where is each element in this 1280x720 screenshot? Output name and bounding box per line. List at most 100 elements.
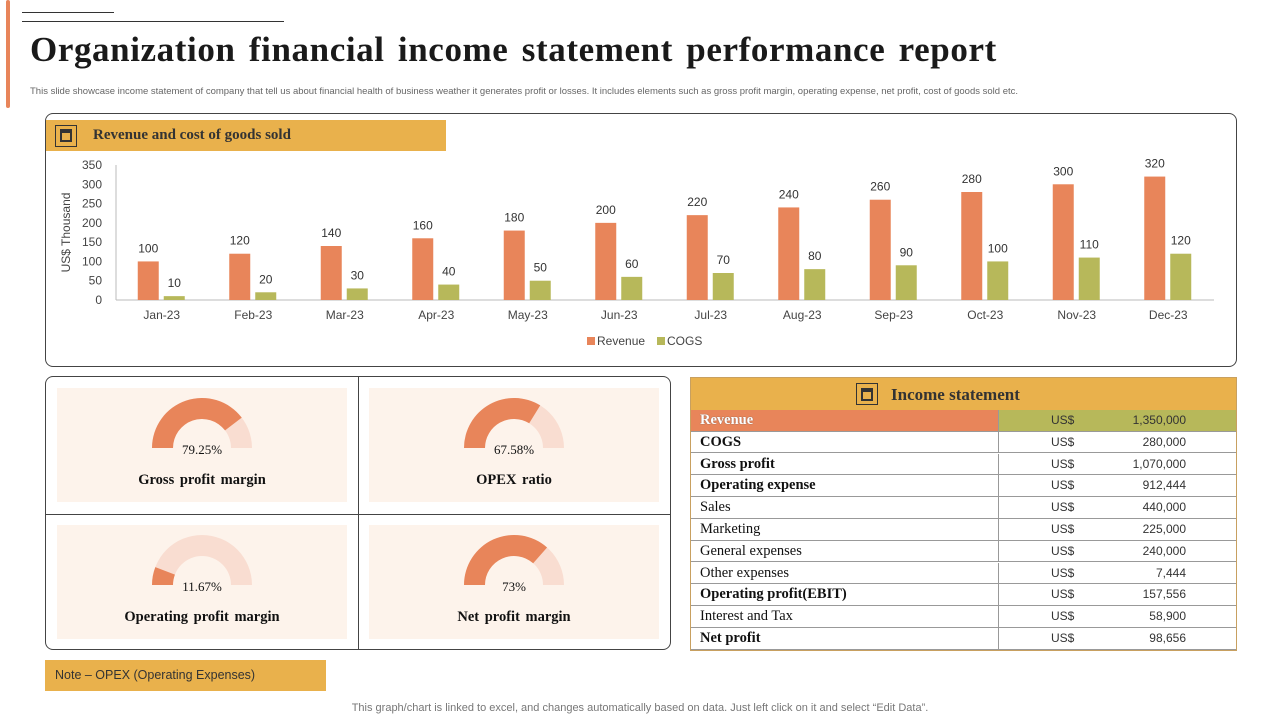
data-label: 200	[596, 203, 616, 217]
kpi-value: 79.25%	[181, 442, 223, 457]
kpi-value: 67.58%	[493, 442, 535, 457]
row-currency: US$	[1051, 478, 1075, 493]
kpi-card-gross-profit-margin: 79.25% Gross profit margin	[57, 388, 347, 502]
data-label: 120	[1171, 234, 1191, 248]
y-tick-label: 50	[89, 274, 103, 288]
row-value: 225,000	[1142, 522, 1186, 536]
data-label: 70	[717, 253, 731, 267]
report-icon	[55, 124, 77, 147]
bar-cogs	[895, 265, 917, 300]
data-label: 160	[413, 218, 433, 232]
kpi-label: OPEX ratio	[476, 472, 552, 488]
chart-header: Revenue and cost of goods sold	[46, 120, 446, 151]
table-row: COGS US$ 280,000	[691, 431, 1236, 454]
chart-header-title: Revenue and cost of goods sold	[93, 127, 291, 143]
row-currency: US$	[1051, 543, 1075, 558]
x-tick-label: Mar-23	[326, 308, 364, 322]
row-label: Marketing	[691, 519, 999, 540]
data-label: 110	[1080, 238, 1099, 252]
gauge-fill	[152, 567, 175, 585]
table-row: Other expenses US$ 7,444	[691, 562, 1236, 585]
note-box: Note – OPEX (Operating Expenses)	[45, 660, 326, 691]
row-value: 280,000	[1142, 434, 1186, 449]
accent-bar	[6, 0, 10, 108]
data-label: 180	[504, 211, 524, 225]
y-tick-label: 200	[82, 216, 102, 230]
row-currency: US$	[1051, 609, 1075, 624]
bar-revenue	[686, 215, 708, 300]
data-label: 40	[442, 265, 456, 279]
row-currency: US$	[1051, 565, 1075, 580]
data-label: 300	[1053, 164, 1073, 178]
bar-revenue	[778, 207, 800, 300]
divider	[358, 377, 359, 649]
x-tick-label: May-23	[508, 308, 548, 322]
report-icon	[856, 383, 878, 405]
gauge	[464, 535, 564, 585]
bar-cogs	[1170, 253, 1192, 300]
row-value: 912,444	[1142, 478, 1186, 493]
divider	[46, 514, 670, 515]
row-currency: US$	[1051, 522, 1075, 536]
x-tick-label: Aug-23	[783, 308, 822, 322]
table-row: Interest and Tax US$ 58,900	[691, 606, 1236, 628]
bar-revenue	[137, 261, 159, 300]
decor-line	[22, 21, 284, 22]
row-label: COGS	[691, 431, 999, 453]
row-label: Sales	[691, 497, 999, 518]
data-label: 20	[259, 272, 273, 286]
y-tick-label: 0	[95, 293, 102, 307]
revenue-cogs-bar-chart[interactable]: 0 50 100 150 200 250 300 350 US$ Thousand 100 10 Ja…	[46, 152, 1236, 364]
data-label: 320	[1145, 157, 1165, 171]
row-label: Other expenses	[691, 562, 999, 584]
footer-text: This graph/chart is linked to excel, and…	[351, 702, 929, 714]
table-row: Revenue US$ 1,350,000	[691, 410, 1236, 432]
data-label: 260	[870, 180, 890, 194]
x-tick-label: Feb-23	[234, 308, 272, 322]
data-label: 50	[534, 261, 548, 275]
page-title: Organization financial income statement …	[30, 30, 997, 69]
bar-revenue	[1052, 184, 1074, 300]
bar-revenue	[961, 192, 983, 300]
row-currency: US$	[1051, 434, 1075, 449]
bar-cogs	[438, 284, 460, 300]
x-tick-label: Oct-23	[967, 308, 1003, 322]
income-statement-title: Income statement	[891, 385, 1020, 404]
y-tick-label: 350	[82, 158, 102, 172]
x-tick-label: Apr-23	[418, 308, 454, 322]
row-currency: US$	[1051, 587, 1075, 602]
row-label: Interest and Tax	[691, 606, 999, 627]
y-tick-label: 250	[82, 197, 102, 211]
gauge	[152, 535, 252, 585]
y-tick-label: 300	[82, 177, 102, 191]
x-tick-label: Jan-23	[143, 308, 180, 322]
table-row: Operating expense US$ 912,444	[691, 475, 1236, 498]
bar-cogs	[163, 296, 185, 300]
gauge	[152, 398, 252, 448]
chart-panel	[45, 113, 1237, 367]
row-value: 58,900	[1149, 609, 1186, 624]
data-label: 100	[138, 241, 158, 255]
x-tick-label: Sep-23	[874, 308, 913, 322]
bar-cogs	[987, 261, 1009, 300]
income-statement-header: Income statement	[691, 378, 1236, 410]
table-row: Marketing US$ 225,000	[691, 519, 1236, 541]
data-label: 80	[808, 249, 822, 263]
bar-revenue	[869, 199, 891, 300]
kpi-panel: 79.25% Gross profit margin 67.58% OPEX r…	[45, 376, 671, 650]
gauge-track	[152, 535, 252, 585]
decor-line	[22, 12, 114, 13]
table-row: Sales US$ 440,000	[691, 497, 1236, 519]
kpi-label: Operating profit margin	[124, 609, 280, 625]
row-label: Operating expense	[691, 475, 999, 497]
legend-label: Revenue	[597, 334, 645, 348]
kpi-card-opex-ratio: 67.58% OPEX ratio	[369, 388, 659, 502]
row-value: 240,000	[1142, 543, 1186, 558]
bar-revenue	[503, 230, 525, 300]
kpi-label: Gross profit margin	[138, 472, 266, 488]
kpi-card-net-profit-margin: 73% Net profit margin	[369, 525, 659, 639]
data-label: 10	[168, 276, 182, 290]
row-currency: US$	[1051, 413, 1075, 427]
legend-label: COGS	[667, 334, 702, 348]
row-value: 1,070,000	[1132, 456, 1186, 471]
